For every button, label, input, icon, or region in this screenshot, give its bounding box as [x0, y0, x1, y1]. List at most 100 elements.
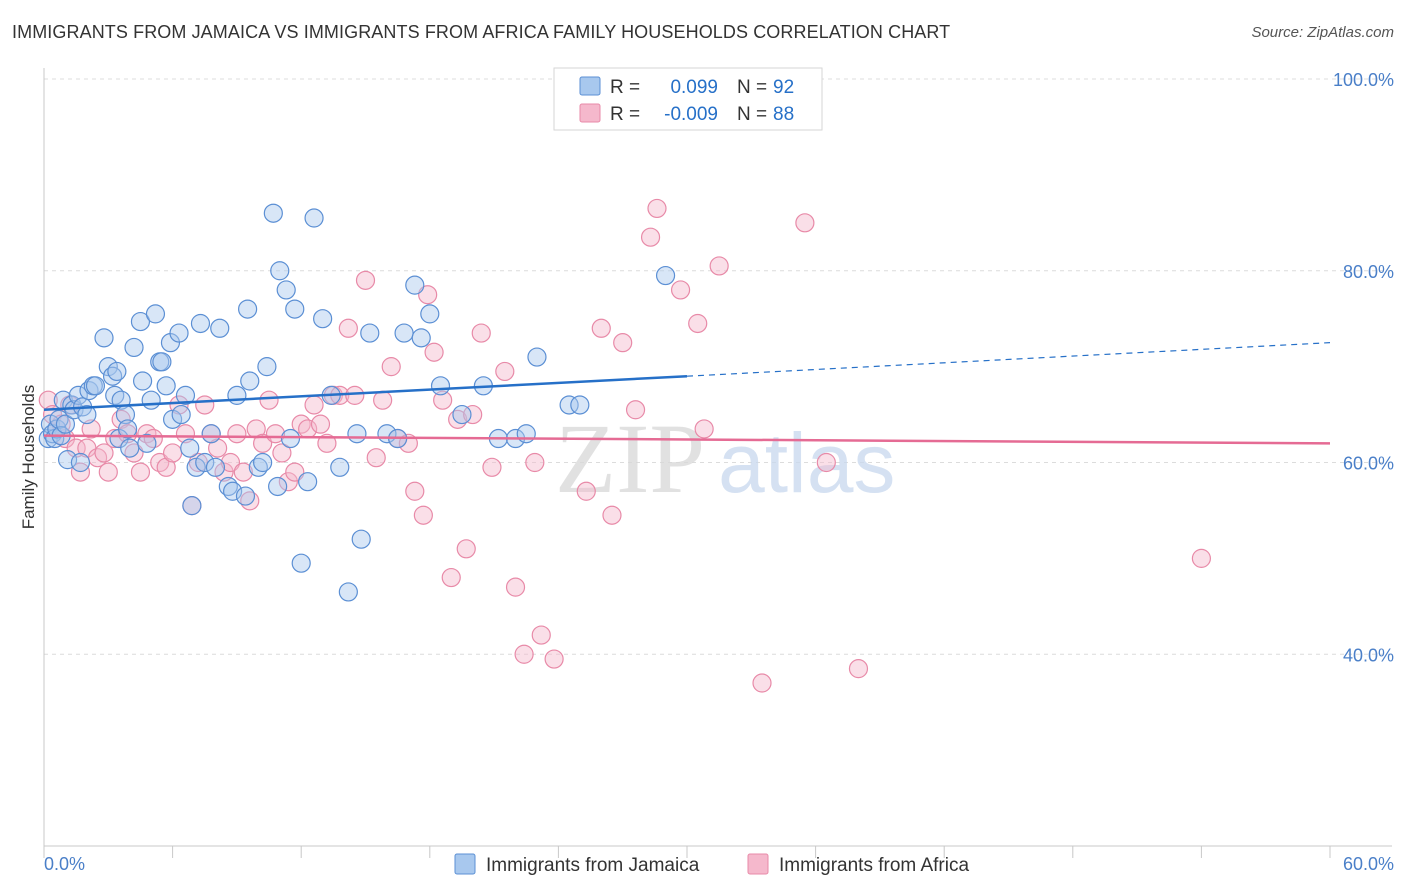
- data-point: [709, 256, 729, 276]
- data-point: [347, 424, 367, 444]
- data-point: [381, 357, 401, 377]
- data-point: [70, 452, 91, 473]
- x-tick-label-max: 60.0%: [1343, 854, 1394, 874]
- data-point: [418, 285, 438, 305]
- data-point: [235, 486, 256, 506]
- data-point: [85, 376, 106, 396]
- data-point: [141, 390, 161, 410]
- data-point: [276, 280, 296, 300]
- data-point: [280, 428, 301, 449]
- data-point: [420, 304, 440, 324]
- watermark-zip: ZIP: [555, 403, 705, 514]
- data-point: [570, 395, 590, 415]
- data-point: [195, 452, 215, 473]
- trend-line-jamaica: [43, 374, 688, 412]
- data-point: [795, 213, 815, 233]
- data-point: [310, 414, 331, 434]
- data-point: [525, 452, 545, 473]
- data-point: [413, 505, 433, 525]
- data-point: [220, 452, 241, 473]
- chart-title: IMMIGRANTS FROM JAMAICA VS IMMIGRANTS FR…: [12, 22, 951, 42]
- data-point: [175, 385, 196, 405]
- data-point: [670, 280, 691, 300]
- data-point: [338, 318, 358, 338]
- data-point: [77, 404, 97, 425]
- data-point: [180, 438, 200, 458]
- data-point: [130, 311, 151, 332]
- data-point: [107, 361, 127, 382]
- data-point: [355, 270, 376, 290]
- data-point: [576, 481, 596, 501]
- trend-line-africa: [43, 434, 1331, 445]
- data-point: [1191, 548, 1212, 568]
- data-point: [253, 452, 273, 473]
- data-point: [259, 390, 279, 410]
- series-africa-points: [38, 107, 1212, 693]
- data-point: [366, 448, 386, 468]
- stats-legend-r-value: 0.099: [670, 77, 718, 98]
- data-point: [257, 357, 277, 377]
- stats-legend-n-value: 88: [773, 104, 794, 125]
- data-point: [169, 323, 189, 343]
- legend-swatch-africa: [747, 853, 769, 875]
- data-point: [405, 481, 425, 501]
- data-point: [360, 323, 380, 343]
- data-point: [640, 227, 661, 247]
- data-point: [156, 457, 176, 477]
- data-point: [531, 625, 551, 645]
- data-point: [591, 318, 611, 338]
- data-point: [132, 371, 153, 391]
- data-point: [94, 443, 114, 463]
- data-point: [495, 361, 515, 382]
- data-point: [117, 419, 138, 439]
- data-point: [688, 313, 708, 334]
- y-tick-label: 100.0%: [1333, 70, 1394, 90]
- y-tick-label: 80.0%: [1343, 262, 1394, 282]
- data-point: [625, 400, 646, 420]
- data-point: [405, 275, 425, 295]
- series-jamaica-points: [38, 203, 676, 602]
- data-point: [338, 582, 358, 602]
- data-point: [559, 395, 579, 415]
- data-point: [452, 404, 472, 425]
- data-point: [182, 496, 202, 516]
- trend-lines: [43, 342, 1331, 445]
- data-point: [210, 318, 230, 338]
- data-point: [330, 457, 350, 477]
- data-point: [263, 203, 283, 223]
- stats-legend-n-value: 92: [773, 77, 794, 98]
- stats-legend-r-label: R =: [610, 77, 640, 98]
- data-point: [816, 452, 836, 473]
- data-point: [94, 328, 114, 348]
- chart-source: Source: ZipAtlas.com: [1251, 24, 1394, 41]
- data-point: [195, 395, 215, 415]
- data-point: [145, 304, 166, 324]
- data-point: [120, 438, 140, 458]
- data-point: [272, 443, 292, 463]
- data-point: [169, 395, 189, 415]
- data-point: [304, 208, 324, 228]
- trend-line-jamaica-extension: [686, 342, 1331, 377]
- stats-legend: R = 0.099 N = 92 R = -0.009 N = 88: [553, 67, 823, 131]
- data-point: [227, 385, 247, 405]
- data-point: [208, 438, 228, 458]
- data-point: [411, 328, 431, 348]
- data-point: [98, 462, 118, 482]
- data-point: [424, 342, 444, 362]
- data-point: [156, 376, 176, 396]
- stats-legend-r-value: -0.009: [664, 104, 718, 125]
- axes: [43, 68, 1392, 847]
- data-point: [240, 371, 260, 391]
- data-point: [238, 299, 258, 319]
- data-point: [223, 481, 243, 501]
- data-point: [55, 414, 76, 434]
- data-point: [505, 577, 526, 597]
- data-point: [68, 385, 88, 405]
- y-tick-label: 60.0%: [1343, 454, 1394, 474]
- data-point: [278, 472, 298, 492]
- data-point: [351, 529, 371, 549]
- stats-legend-n-label: N =: [737, 104, 767, 125]
- stats-legend-swatch-pink: [579, 103, 601, 123]
- y-axis-label: Family Households: [19, 385, 38, 530]
